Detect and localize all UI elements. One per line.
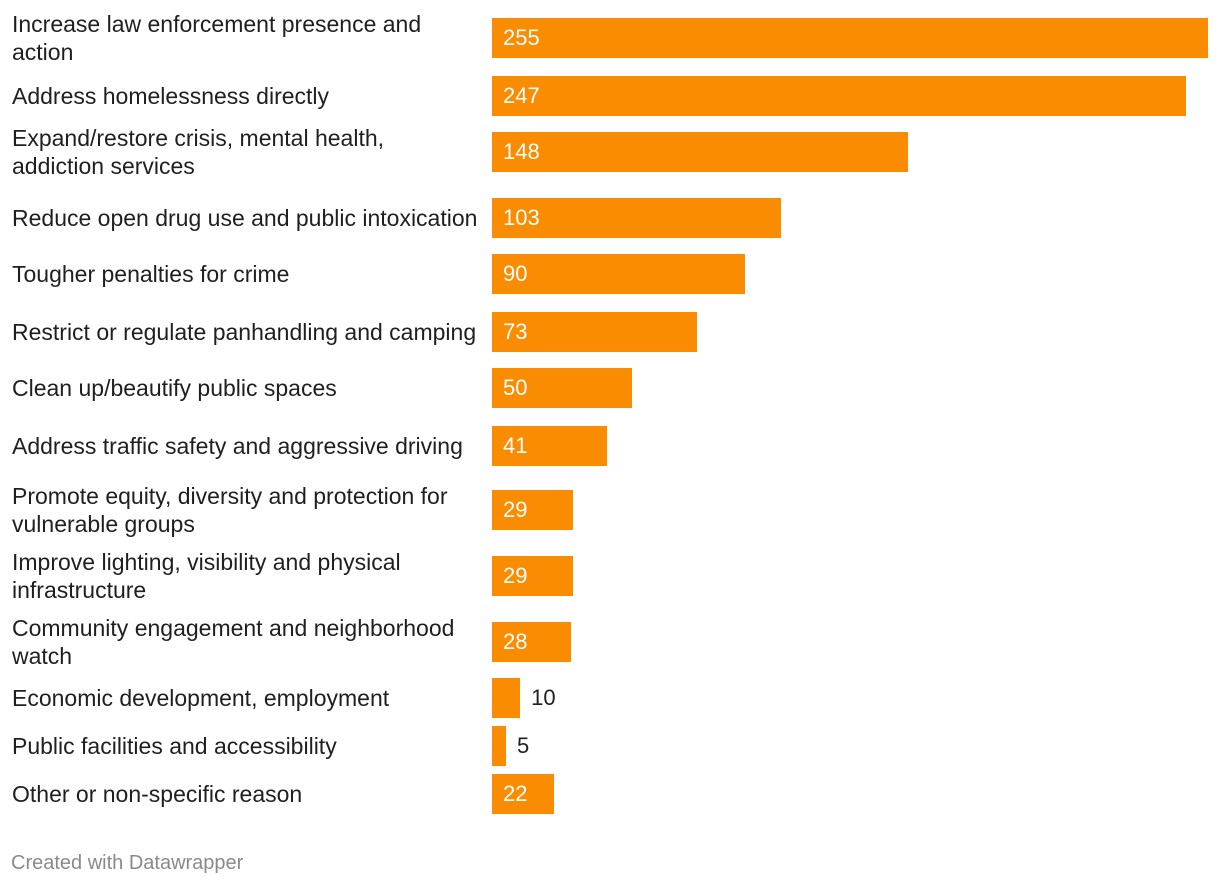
bar bbox=[492, 368, 633, 408]
data-label: 29 bbox=[503, 563, 528, 588]
data-label: 90 bbox=[503, 261, 528, 286]
bar bbox=[492, 198, 782, 238]
data-label: 41 bbox=[503, 433, 528, 458]
data-label: 148 bbox=[503, 139, 540, 164]
bar bbox=[492, 490, 574, 530]
data-label: 50 bbox=[503, 375, 528, 400]
bar bbox=[492, 622, 571, 662]
bar bbox=[492, 76, 1186, 116]
bar bbox=[492, 426, 608, 466]
category-label: Community engagement and neighborhood wa… bbox=[12, 615, 455, 669]
category-label: Reduce open drug use and public intoxica… bbox=[12, 205, 478, 231]
category-label: Other or non-specific reason bbox=[12, 781, 303, 807]
bar bbox=[492, 774, 554, 814]
category-label: Economic development, employment bbox=[12, 685, 390, 711]
bar bbox=[492, 678, 521, 718]
category-label: Expand/restore crisis, mental health, ad… bbox=[12, 125, 385, 179]
data-label: 22 bbox=[503, 781, 528, 806]
category-label: Increase law enforcement presence and ac… bbox=[12, 11, 422, 65]
category-label: Public facilities and accessibility bbox=[12, 733, 337, 759]
data-label: 29 bbox=[503, 497, 528, 522]
bar bbox=[492, 254, 745, 294]
category-label: Address traffic safety and aggressive dr… bbox=[12, 433, 463, 459]
data-label: 5 bbox=[517, 733, 530, 758]
bar bbox=[492, 18, 1208, 58]
category-label: Improve lighting, visibility and physica… bbox=[12, 549, 401, 603]
category-label: Tougher penalties for crime bbox=[12, 261, 290, 287]
category-label: Clean up/beautify public spaces bbox=[12, 375, 337, 401]
data-label: 73 bbox=[503, 319, 528, 344]
category-label: Promote equity, diversity and protection… bbox=[12, 483, 448, 537]
data-label: 247 bbox=[503, 83, 540, 108]
bar bbox=[492, 556, 574, 596]
data-label: 10 bbox=[531, 685, 556, 710]
bar bbox=[492, 312, 697, 352]
category-label: Address homelessness directly bbox=[12, 83, 330, 109]
data-label: 255 bbox=[503, 25, 540, 50]
category-label: Restrict or regulate panhandling and cam… bbox=[12, 319, 477, 345]
bar bbox=[492, 726, 507, 766]
data-label: 28 bbox=[503, 629, 528, 654]
bar bbox=[492, 132, 908, 172]
data-label: 103 bbox=[503, 205, 540, 230]
credit-text: Created with Datawrapper bbox=[11, 852, 244, 874]
